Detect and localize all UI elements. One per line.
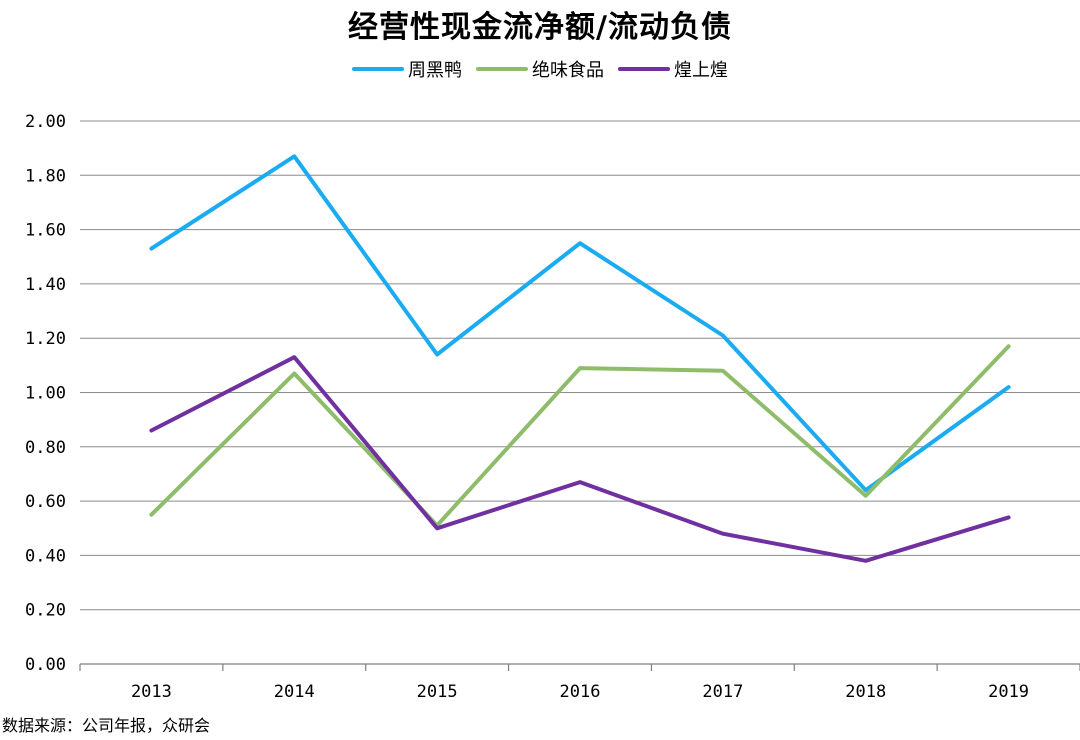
y-tick-label: 1.80 [25,166,66,186]
y-tick-label: 0.60 [25,492,66,512]
y-tick-label: 0.40 [25,546,66,566]
x-tick-label: 2019 [988,682,1029,702]
y-tick-label: 0.80 [25,438,66,458]
gridlines [80,120,1080,611]
y-tick-label: 0.20 [25,601,66,621]
series-line-huangshanghuang [149,355,1011,563]
legend-label-juewei: 绝味食品 [532,60,604,81]
x-tick-label: 2017 [702,682,743,702]
line-chart-plot: 0.00 0.20 0.40 0.60 0.80 1.00 1.20 1.40 1.60 1.80… [25,112,1080,702]
legend-item-zhouheiya: 周黑鸭 [352,56,462,82]
legend-item-huangshanghuang: 煌上煌 [618,56,728,82]
x-tick-label: 2013 [131,682,172,702]
legend-swatch-zhouheiya [352,67,404,71]
source-note: 数据来源：公司年报，众研会 [2,716,211,735]
series-line-juewei [149,344,1011,528]
legend-swatch-juewei [476,67,528,71]
legend-label-zhouheiya: 周黑鸭 [408,60,462,81]
legend-swatch-huangshanghuang [618,67,670,71]
x-tick-label: 2016 [560,682,601,702]
chart-title: 经营性现金流净额/流动负债 [348,10,732,45]
x-tick-label: 2015 [417,682,458,702]
y-tick-label: 1.40 [25,275,66,295]
x-tick-label: 2014 [274,682,315,702]
y-tick-label: 1.60 [25,221,66,241]
legend-label-huangshanghuang: 煌上煌 [674,60,728,81]
series-line-zhouheiya [149,154,1011,493]
legend-item-juewei: 绝味食品 [476,56,604,82]
x-tick-label: 2018 [845,682,886,702]
y-tick-label: 1.20 [25,329,66,349]
y-tick-label: 2.00 [25,112,66,132]
y-tick-label: 1.00 [25,384,66,404]
axes: 0.00 0.20 0.40 0.60 0.80 1.00 1.20 1.40 1.60 1.80… [25,112,1080,702]
y-tick-label: 0.00 [25,655,66,675]
series-lines [149,154,1011,563]
chart-legend: 周黑鸭 绝味食品 煌上煌 [0,56,1080,82]
